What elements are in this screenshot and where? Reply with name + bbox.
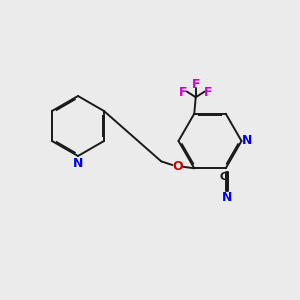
Text: F: F [179,86,188,99]
Text: F: F [191,78,200,91]
Text: C: C [220,172,228,182]
Text: N: N [242,134,252,148]
Text: F: F [204,86,213,99]
Text: O: O [172,160,183,173]
Text: N: N [73,157,83,170]
Text: N: N [222,191,232,204]
